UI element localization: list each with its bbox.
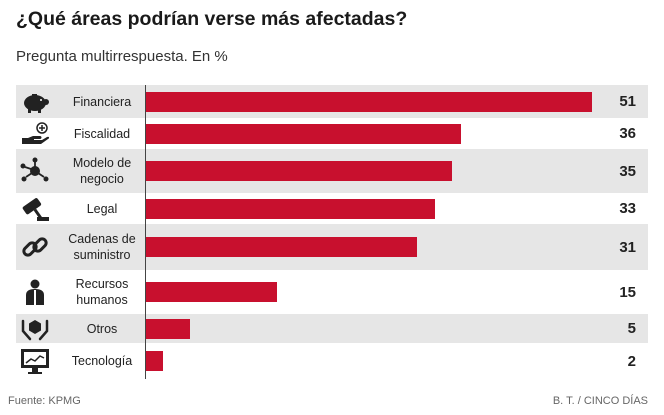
category-label: Modelo de negocio [72,156,132,186]
category-label: Recursos humanos [75,277,129,307]
bar-cadenas-de-suministro [146,237,417,257]
data-label: 51 [619,93,636,110]
chart-row-modelo-de-negocio: Modelo de negocio 35 [16,149,648,193]
category-label: Fiscalidad [73,126,131,141]
data-label: 31 [619,238,636,256]
bar-tecnologia [146,351,163,371]
data-label: 15 [619,283,636,301]
bar-modelo-de-negocio [146,161,452,181]
chain-link-icon [16,224,54,270]
data-label: 2 [627,352,636,370]
data-label: 36 [619,125,636,142]
hand-coin-icon [16,118,54,149]
data-label: 33 [619,200,636,217]
data-label: 5 [627,320,636,337]
credit-note: B. T. / CINCO DÍAS [552,395,648,407]
chart-row-recursos-humanos: Recursos humanos 15 [16,270,648,314]
chart-row-tecnologia: Tecnología 2 [16,343,648,379]
hands-hexagon-icon [16,314,54,343]
chart-row-financiera: Financiera 51 [16,85,648,118]
gavel-icon [16,193,54,224]
category-label: Financiera [72,94,132,109]
chart-row-otros: Otros 5 [16,314,648,343]
network-icon [16,149,54,193]
computer-monitor-icon [16,343,54,379]
chart-title: ¿Qué áreas podrían verse más afectadas? [16,8,408,30]
chart-row-fiscalidad: Fiscalidad 36 [16,118,648,149]
category-label: Otros [86,321,118,336]
bar-otros [146,319,190,339]
category-label: Cadenas de suministro [68,232,136,262]
bar-legal [146,199,435,219]
source-note: Fuente: KPMG [8,395,81,407]
category-label: Tecnología [71,354,133,368]
piggy-bank-icon [16,85,54,118]
category-label: Legal [86,201,118,216]
bar-fiscalidad [146,124,461,144]
chart-row-legal: Legal 33 [16,193,648,224]
chart-axis-line [145,85,146,379]
chart-row-cadenas-de-suministro: Cadenas de suministro 31 [16,224,648,270]
chart-subtitle: Pregunta multirrespuesta. En % [16,48,228,65]
bar-recursos-humanos [146,282,277,302]
people-icon [16,270,54,314]
bar-financiera [146,92,592,112]
data-label: 35 [619,162,636,180]
